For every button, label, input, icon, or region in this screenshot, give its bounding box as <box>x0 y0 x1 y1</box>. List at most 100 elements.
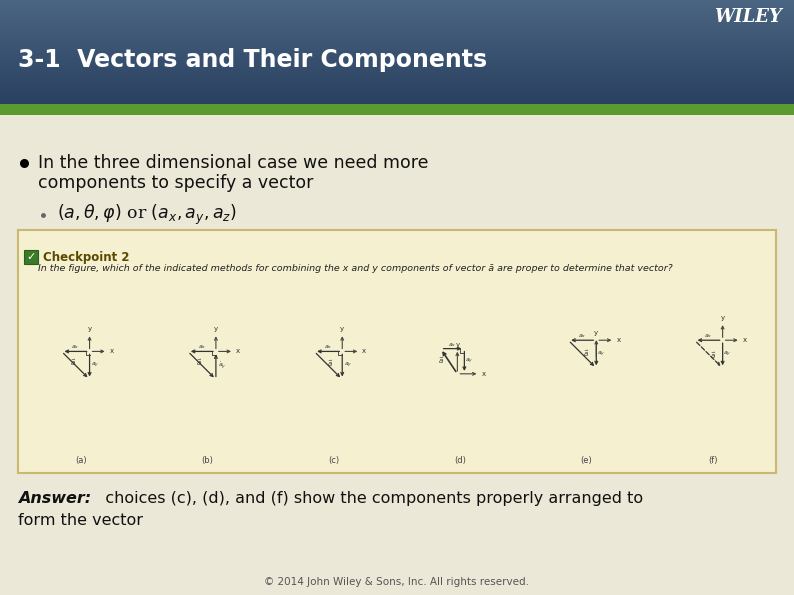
Bar <box>0 97 794 98</box>
Bar <box>0 84 794 85</box>
Text: (f): (f) <box>708 456 718 465</box>
Bar <box>0 91 794 92</box>
Bar <box>0 56 794 57</box>
Text: $a_y$: $a_y$ <box>723 350 732 359</box>
Text: $a_x$: $a_x$ <box>704 332 713 340</box>
Bar <box>0 45 794 46</box>
Text: $\vec{a}$: $\vec{a}$ <box>196 357 202 368</box>
Bar <box>0 52 794 53</box>
Bar <box>0 87 794 88</box>
Text: In the figure, which of the indicated methods for combining the x and y componen: In the figure, which of the indicated me… <box>38 264 673 273</box>
Text: $\vec{a}$: $\vec{a}$ <box>437 356 444 367</box>
Bar <box>0 28 794 29</box>
Bar <box>0 103 794 104</box>
Bar <box>0 23 794 24</box>
Bar <box>0 2 794 3</box>
Bar <box>0 78 794 79</box>
Text: y: y <box>87 327 91 333</box>
Bar <box>0 30 794 31</box>
Text: $a_y$: $a_y$ <box>344 361 353 370</box>
Bar <box>0 15 794 16</box>
Text: choices (c), (d), and (f) show the components properly arranged to: choices (c), (d), and (f) show the compo… <box>90 491 643 506</box>
Text: y: y <box>721 315 725 321</box>
Bar <box>0 59 794 60</box>
Bar <box>0 21 794 22</box>
Bar <box>0 31 794 32</box>
Bar <box>0 13 794 14</box>
Bar <box>0 88 794 89</box>
Bar <box>0 26 794 27</box>
Bar <box>0 5 794 6</box>
Text: x: x <box>110 349 114 355</box>
Bar <box>0 12 794 13</box>
Bar <box>0 9 794 10</box>
Text: $a_x$: $a_x$ <box>324 343 333 352</box>
Bar <box>0 40 794 41</box>
Bar <box>0 57 794 58</box>
Bar <box>24 250 38 264</box>
Text: x: x <box>742 337 747 343</box>
Text: $a_x$: $a_x$ <box>448 341 456 349</box>
Bar <box>0 102 794 103</box>
Bar <box>0 14 794 15</box>
Bar <box>0 94 794 95</box>
Bar <box>0 86 794 87</box>
Bar <box>0 20 794 21</box>
Text: (a): (a) <box>75 456 87 465</box>
Bar <box>0 25 794 26</box>
Text: form the vector: form the vector <box>18 513 143 528</box>
Bar <box>0 6 794 7</box>
Bar <box>0 68 794 69</box>
Text: (b): (b) <box>202 456 214 465</box>
Bar <box>0 89 794 90</box>
Bar <box>0 29 794 30</box>
Bar <box>0 10 794 11</box>
Text: x: x <box>236 349 240 355</box>
Bar <box>0 49 794 50</box>
Bar <box>0 101 794 102</box>
Bar <box>0 72 794 73</box>
Text: $\vec{a}$: $\vec{a}$ <box>584 349 589 359</box>
Bar <box>0 75 794 76</box>
Bar <box>0 66 794 67</box>
Bar <box>0 4 794 5</box>
Text: © 2014 John Wiley & Sons, Inc. All rights reserved.: © 2014 John Wiley & Sons, Inc. All right… <box>264 577 530 587</box>
Bar <box>0 32 794 33</box>
Text: y: y <box>455 342 460 348</box>
Bar <box>0 93 794 94</box>
Bar <box>0 92 794 93</box>
Bar <box>0 79 794 80</box>
Text: x: x <box>616 337 620 343</box>
Bar <box>0 54 794 55</box>
Bar <box>0 22 794 23</box>
Bar <box>0 81 794 82</box>
Bar <box>18 230 776 473</box>
Bar <box>0 61 794 62</box>
Bar <box>0 38 794 39</box>
Bar <box>0 73 794 74</box>
Bar <box>0 16 794 17</box>
Text: $\vec{a}$: $\vec{a}$ <box>70 357 76 368</box>
Bar <box>0 50 794 51</box>
Bar <box>0 17 794 18</box>
Bar <box>0 43 794 44</box>
Text: Answer:: Answer: <box>18 491 91 506</box>
Text: (d): (d) <box>454 456 466 465</box>
Text: y: y <box>594 330 599 336</box>
Text: $\dot{a}_y$: $\dot{a}_y$ <box>218 360 226 371</box>
Text: x: x <box>362 349 366 355</box>
Bar <box>0 83 794 84</box>
Bar <box>0 70 794 71</box>
Text: y: y <box>214 327 218 333</box>
Bar <box>0 77 794 78</box>
Bar <box>0 36 794 37</box>
Bar <box>0 1 794 2</box>
Text: In the three dimensional case we need more: In the three dimensional case we need mo… <box>38 154 429 172</box>
Bar <box>0 71 794 72</box>
Bar <box>0 39 794 40</box>
Bar <box>0 53 794 54</box>
Bar <box>0 62 794 63</box>
Bar <box>0 34 794 35</box>
Text: ✓: ✓ <box>26 252 36 262</box>
Text: y: y <box>340 327 345 333</box>
